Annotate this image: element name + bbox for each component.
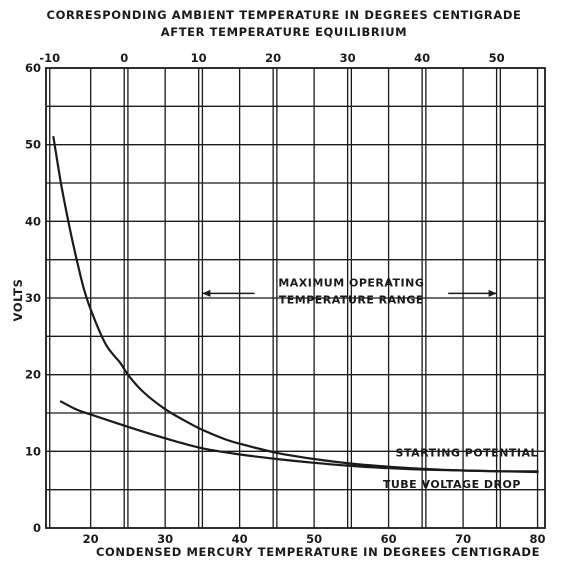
top-tick-label: 50 [489,51,505,65]
annotation-tube-voltage-drop: TUBE VOLTAGE DROP [383,478,521,491]
y-tick-label: 40 [25,214,41,228]
y-tick-label: 60 [25,61,41,75]
top-tick-label: 20 [265,51,281,65]
series [52,135,539,474]
chart-title: CORRESPONDING AMBIENT TEMPERATURE IN DEG… [47,8,522,22]
top-tick-label: 30 [340,51,356,65]
y-tick-label: 0 [33,521,41,535]
range-arrow-left-head [202,289,211,297]
x-tick-label: 80 [530,532,546,546]
annotation-max-operating: MAXIMUM OPERATING [278,277,424,290]
annotation-temperature-range: TEMPERATURE RANGE [279,293,424,306]
x-axis-label: CONDENSED MERCURY TEMPERATURE IN DEGREES… [96,545,540,559]
top-tick-label: -10 [39,51,60,65]
top-tick-label: 10 [191,51,207,65]
series-line-tube-voltage-drop [59,400,539,473]
chart-subtitle: AFTER TEMPERATURE EQUILIBRIUM [161,25,407,39]
range-arrow [202,289,497,297]
y-axis-label: VOLTS [11,278,25,321]
x-tick-label: 30 [157,532,173,546]
plot-frame [45,67,546,529]
x-tick-label: 70 [455,532,471,546]
range-arrow-right-head [488,289,497,297]
annotation-starting-potential: STARTING POTENTIAL [396,447,538,460]
grid [46,68,545,528]
x-tick-label: 20 [83,532,99,546]
top-tick-label: 0 [120,51,128,65]
x-tick-label: 40 [232,532,248,546]
series-line-starting-potential [52,135,539,474]
y-tick-label: 10 [25,444,41,458]
x-tick-label: 50 [306,532,322,546]
y-tick-label: 50 [25,138,41,152]
y-tick-label: 30 [25,291,41,305]
x-tick-label: 60 [381,532,397,546]
top-tick-label: 40 [414,51,430,65]
y-tick-label: 20 [25,368,41,382]
